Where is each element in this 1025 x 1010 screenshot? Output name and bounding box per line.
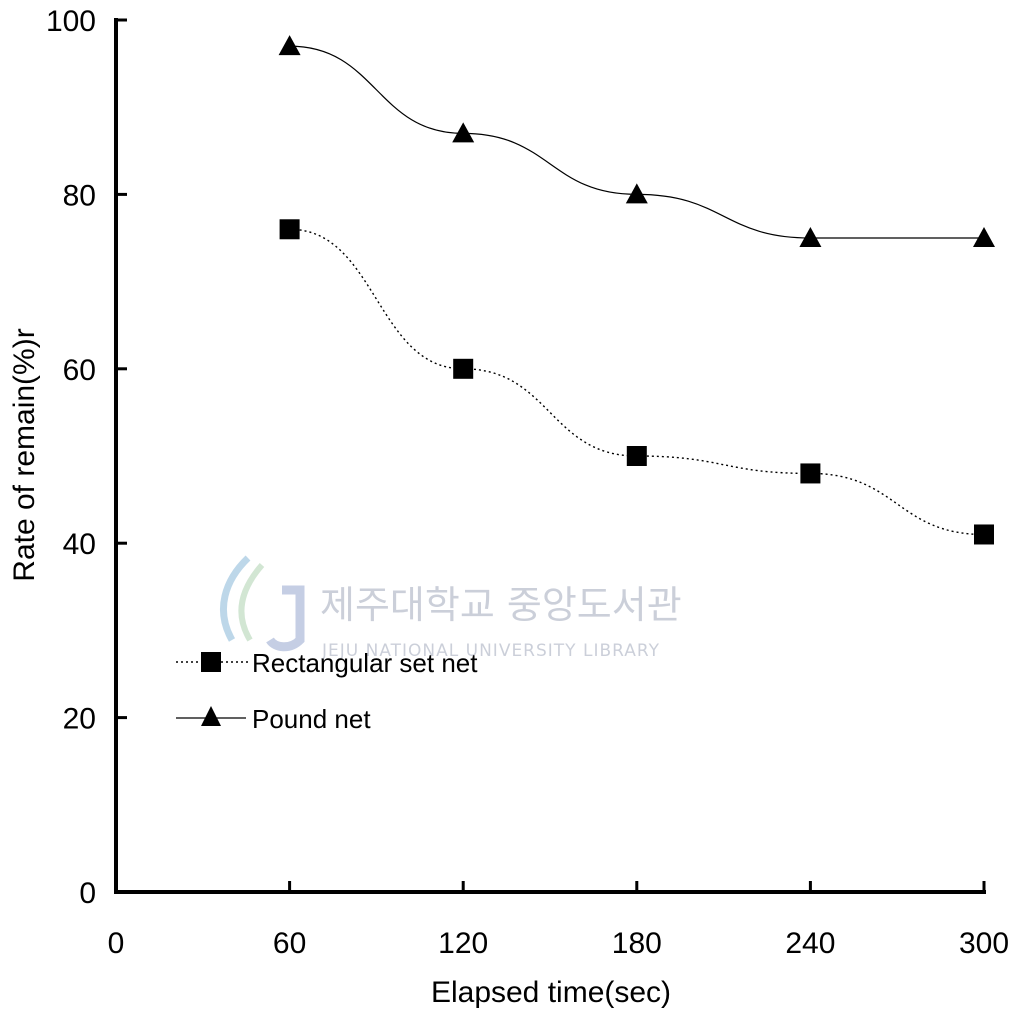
watermark-english: JEJU NATIONAL UNIVERSITY LIBRARY xyxy=(321,641,660,661)
data-point-triangle xyxy=(973,227,995,247)
y-axis-title: Rate of remain(%)r xyxy=(8,328,41,581)
x-axis-ticks: 0 60 120 180 240 300 xyxy=(108,881,1009,960)
series-layer xyxy=(278,35,995,545)
legend-entry-rectangular-set-net: Rectangular set net xyxy=(176,648,478,678)
data-point-square xyxy=(800,463,821,484)
legend-triangle-marker-icon xyxy=(201,706,221,726)
legend-entry-pound-net: Pound net xyxy=(176,704,371,734)
series-pound-net xyxy=(278,35,995,247)
data-point-square xyxy=(626,446,647,466)
y-axis-ticks: 0 20 40 60 80 100 xyxy=(46,5,127,910)
data-point-square xyxy=(279,219,300,240)
series-line xyxy=(289,228,985,536)
x-tick-label: 300 xyxy=(959,927,1009,960)
y-tick-label: 60 xyxy=(63,354,96,387)
data-point-square xyxy=(974,524,994,545)
y-tick-label: 20 xyxy=(63,703,96,736)
x-tick-label: 120 xyxy=(438,927,488,960)
x-tick-label: 180 xyxy=(612,927,662,960)
series-rectangular-set-net xyxy=(279,219,994,545)
library-watermark: 제주대학교 중앙도서관 JEJU NATIONAL UNIVERSITY LIB… xyxy=(220,555,682,661)
y-tick-label: 40 xyxy=(63,528,96,561)
y-tick-label: 0 xyxy=(79,877,96,910)
data-point-triangle xyxy=(799,227,822,247)
legend: Rectangular set net Pound net xyxy=(176,648,478,734)
y-tick-label: 80 xyxy=(63,179,96,212)
data-point-triangle xyxy=(452,122,475,143)
data-point-triangle xyxy=(625,183,648,204)
y-tick-label: 100 xyxy=(46,5,96,38)
data-point-square xyxy=(453,358,474,379)
legend-label-pound: Pound net xyxy=(252,704,371,734)
legend-square-marker-icon xyxy=(201,652,221,672)
legend-label-rectangular: Rectangular set net xyxy=(252,648,478,678)
library-logo-icon xyxy=(220,555,305,652)
x-tick-label: 240 xyxy=(785,927,835,960)
series-line xyxy=(289,45,984,239)
watermark-korean: 제주대학교 중앙도서관 xyxy=(320,583,682,627)
x-tick-label: 0 xyxy=(108,927,125,960)
x-tick-label: 60 xyxy=(273,927,306,960)
x-axis-title: Elapsed time(sec) xyxy=(431,976,671,1009)
data-point-triangle xyxy=(278,35,301,56)
